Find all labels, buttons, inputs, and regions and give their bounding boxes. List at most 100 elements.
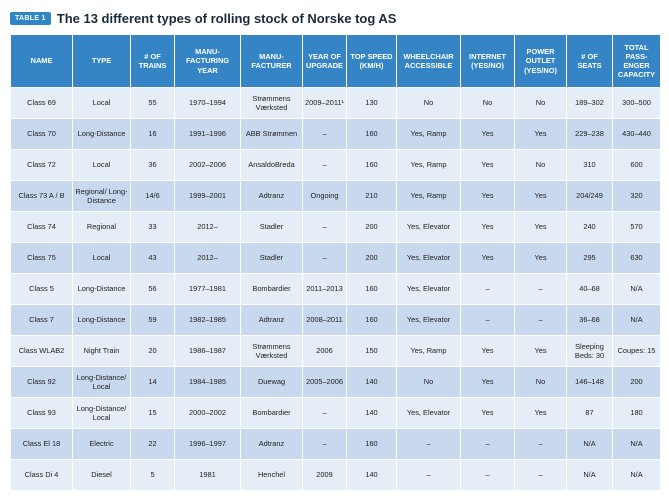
table-row: Class 69 Local 55 1970–1994 Strømmens Værkst…	[10, 87, 661, 119]
table-cell: 2009–2011¹	[302, 87, 347, 119]
table-row: Class WLAB2 Night Train 20 1986–1987 Strømme…	[10, 335, 661, 367]
table-cell: Strømmens Værksted	[240, 335, 303, 367]
table-cell: Yes, Elevator	[396, 273, 461, 305]
table-cell: 160	[346, 304, 397, 336]
table-cell: Yes	[460, 397, 515, 429]
table-cell: –	[514, 459, 567, 491]
table-cell: 59	[130, 304, 175, 336]
table-row: Class 92 Long-Distance/ Local 14 1984–1985 D…	[10, 366, 661, 398]
header-cell: YEAR OF UPGRADE	[302, 34, 347, 88]
table-cell: Yes	[514, 335, 567, 367]
table-cell: Yes	[460, 149, 515, 181]
table-cell: Yes, Elevator	[396, 304, 461, 336]
table-cell: 87	[566, 397, 613, 429]
table-cell: –	[396, 428, 461, 460]
table-cell: 1984–1985	[174, 366, 241, 398]
table-cell: Yes	[460, 180, 515, 212]
table-cell: Class El 18	[10, 428, 73, 460]
table-cell: 140	[346, 397, 397, 429]
table-cell: Long-Distance/ Local	[72, 397, 131, 429]
table-cell: 189–302	[566, 87, 613, 119]
table-cell: Yes	[460, 118, 515, 150]
table-cell: Long-Distance	[72, 304, 131, 336]
table: NAME TYPE # OF TRAINS MANU-FACTURING YEAR MA…	[10, 34, 661, 491]
table-cell: 140	[346, 366, 397, 398]
table-cell: Regional	[72, 211, 131, 243]
table-cell: Yes	[514, 211, 567, 243]
table-row: Class 73 A / B Regional/ Long-Distance 14/…	[10, 180, 661, 212]
table-cell: –	[514, 273, 567, 305]
table-cell: Bombardier	[240, 397, 303, 429]
table-cell: –	[514, 304, 567, 336]
table-cell: N/A	[612, 428, 661, 460]
table-cell: Class 72	[10, 149, 73, 181]
table-cell: Yes, Elevator	[396, 211, 461, 243]
table-cell: 570	[612, 211, 661, 243]
table-cell: Adtranz	[240, 428, 303, 460]
table-row: Class 5 Long-Distance 56 1977–1981 Bombardie…	[10, 273, 661, 305]
table-cell: –	[460, 428, 515, 460]
table-cell: 36–68	[566, 304, 613, 336]
table-cell: Yes, Elevator	[396, 397, 461, 429]
table-cell: 1986–1987	[174, 335, 241, 367]
table-cell: Yes, Ramp	[396, 335, 461, 367]
table-cell: Class 7	[10, 304, 73, 336]
table-cell: Class 93	[10, 397, 73, 429]
table-cell: 200	[346, 211, 397, 243]
table-cell: 160	[346, 149, 397, 181]
table-cell: 310	[566, 149, 613, 181]
header-cell: WHEELCHAIR ACCESSIBLE	[396, 34, 461, 88]
table-cell: ABB Strømmen	[240, 118, 303, 150]
table-cell: N/A	[612, 459, 661, 491]
table-cell: No	[460, 87, 515, 119]
table-cell: Yes	[460, 211, 515, 243]
table-cell: 5	[130, 459, 175, 491]
table-cell: 2012–	[174, 242, 241, 274]
table-cell: Stadler	[240, 211, 303, 243]
table-cell: N/A	[566, 428, 613, 460]
table-cell: 160	[346, 273, 397, 305]
table-cell: 600	[612, 149, 661, 181]
table-cell: 56	[130, 273, 175, 305]
table-cell: AnsaldoBreda	[240, 149, 303, 181]
table-row: Class 93 Long-Distance/ Local 15 2000–2002 B…	[10, 397, 661, 429]
table-cell: Adtranz	[240, 304, 303, 336]
table-cell: N/A	[612, 273, 661, 305]
table-cell: Class 92	[10, 366, 73, 398]
table-cell: Yes	[460, 335, 515, 367]
table-cell: 15	[130, 397, 175, 429]
table-cell: 150	[346, 335, 397, 367]
table-cell: 22	[130, 428, 175, 460]
table-row: Class 75 Local 43 2012– Stadler –200 Yes, Elev…	[10, 242, 661, 274]
table-cell: 160	[346, 118, 397, 150]
table-cell: Yes	[460, 366, 515, 398]
header-cell: TOP SPEED (KM/H)	[346, 34, 397, 88]
table-cell: Class 69	[10, 87, 73, 119]
table-cell: 1996–1997	[174, 428, 241, 460]
table-cell: Yes, Elevator	[396, 242, 461, 274]
table-row: Class 74 Regional 33 2012– Stadler –200 Yes, E…	[10, 211, 661, 243]
table-cell: –	[460, 304, 515, 336]
table-cell: No	[514, 366, 567, 398]
table-cell: 2005–2006	[302, 366, 347, 398]
table-cell: Yes	[514, 118, 567, 150]
table-cell: 130	[346, 87, 397, 119]
title: The 13 different types of rolling stock …	[56, 10, 397, 26]
badge: TABLE 1	[10, 11, 51, 25]
table-cell: –	[302, 211, 347, 243]
table-cell: Electric	[72, 428, 131, 460]
table-cell: 2006	[302, 335, 347, 367]
table-cell: 20	[130, 335, 175, 367]
table-cell: 2008–2011	[302, 304, 347, 336]
table-cell: Yes, Ramp	[396, 180, 461, 212]
table-cell: Class 73 A / B	[10, 180, 73, 212]
header-cell: INTERNET (YES/NO)	[460, 34, 515, 88]
table-cell: Coupes: 15	[612, 335, 661, 367]
table-cell: N/A	[612, 304, 661, 336]
table-cell: No	[396, 87, 461, 119]
header-cell: MANU-FACTURER	[240, 34, 303, 88]
header-row: NAME TYPE # OF TRAINS MANU-FACTURING YEAR MA…	[10, 34, 661, 88]
table-cell: Long-Distance	[72, 118, 131, 150]
table-cell: Bombardier	[240, 273, 303, 305]
table-cell: 204/249	[566, 180, 613, 212]
